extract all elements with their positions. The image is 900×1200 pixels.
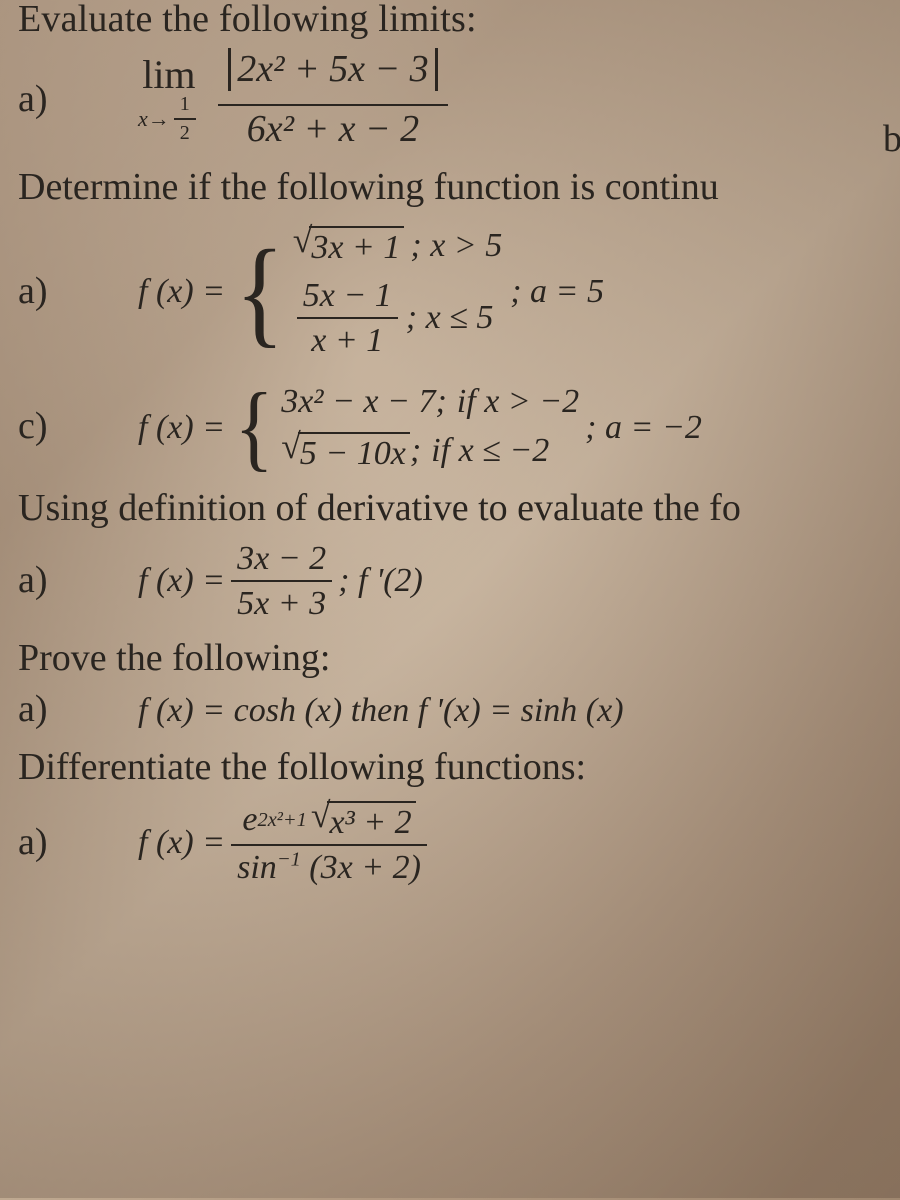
brace-c: { (235, 390, 274, 465)
frac-3x2-den: 5x + 3 (231, 584, 332, 623)
heading-continuity: Determine if the following function is c… (18, 166, 882, 210)
cases-a: √ 3x + 1 ; x > 5 5x − 1 x + 1 ; x ≤ 5 (293, 223, 503, 359)
problem-continuity-a: a) f (x) = { √ 3x + 1 ; x > 5 5x − 1 (18, 223, 882, 359)
sin-sup: −1 (277, 849, 301, 871)
sin-arg: (3x + 2) (309, 849, 421, 886)
fprime2: ; f '(2) (338, 561, 423, 600)
piecewise-a-expr: f (x) = { √ 3x + 1 ; x > 5 5x − 1 (138, 223, 882, 359)
heading-prove: Prove the following: (18, 637, 882, 681)
problem-continuity-c: c) f (x) = { 3x² − x − 7; if x > −2 √ 5 … (18, 382, 882, 473)
case-a1: √ 3x + 1 ; x > 5 (293, 223, 503, 267)
lim-sub-den: 2 (174, 122, 196, 145)
lim-sub-prefix: x→ (138, 106, 170, 131)
diff-expr: f (x) = e2x²+1 √ x³ + 2 sin−1 (3x + 2) (138, 798, 882, 887)
frac-5x1-den: x + 1 (305, 321, 389, 360)
label-c: c) (18, 405, 138, 449)
lim-symbol: lim x→ 1 2 (138, 55, 200, 145)
case-c1-cond: if x > −2 (457, 382, 579, 421)
lim-sub-num: 1 (174, 93, 196, 116)
case-c2: √ 5 − 10x ; if x ≤ −2 (281, 429, 579, 473)
case-a2: 5x − 1 x + 1 ; x ≤ 5 (293, 276, 503, 360)
fx-lhs-a: f (x) = (138, 272, 225, 311)
frac-5x1: 5x − 1 x + 1 (297, 276, 398, 360)
fx-lhs-3: f (x) = (138, 561, 225, 600)
cropped-label-b: b (883, 118, 900, 162)
piecewise-c: { 3x² − x − 7; if x > −2 √ 5 − 10x ; if … (225, 382, 579, 473)
limit-numerator: 2x² + 5x − 3 (218, 48, 447, 102)
then-word: then (351, 692, 410, 729)
fx-lhs-5: f (x) = (138, 823, 225, 862)
case-c2-cond: if x ≤ −2 (431, 431, 549, 470)
a-eq-5: ; a = 5 (510, 272, 604, 311)
heading-derivative-def: Using definition of derivative to evalua… (18, 487, 882, 531)
diff-num: e2x²+1 √ x³ + 2 (236, 798, 421, 842)
abs-inner: 2x² + 5x − 3 (235, 48, 430, 92)
fx-lhs-c: f (x) = (138, 408, 225, 447)
cosh-part: f (x) = cosh (x) (138, 692, 351, 729)
case-c2-semi: ; (410, 431, 421, 470)
diff-den: sin−1 (3x + 2) (231, 848, 427, 887)
sqrt-5-10x-inner: 5 − 10x (298, 432, 410, 473)
deriv-expr: f (x) = 3x − 2 5x + 3 ; f '(2) (138, 539, 882, 623)
lim-sub-frac: 1 2 (174, 93, 196, 145)
sqrt-x3: √ x³ + 2 (311, 798, 416, 842)
heading-differentiate: Differentiate the following functions: (18, 746, 882, 790)
label-a-4: a) (18, 688, 138, 732)
case-c1-poly: 3x² − x − 7; (281, 382, 447, 421)
label-a-2: a) (18, 270, 138, 314)
cases-c: 3x² − x − 7; if x > −2 √ 5 − 10x ; if x … (281, 382, 579, 473)
a-eq-neg2: ; a = −2 (585, 408, 702, 447)
frac-5x1-num: 5x − 1 (297, 276, 398, 315)
label-a-5: a) (18, 821, 138, 865)
sin-word: sin (237, 849, 277, 886)
heading-evaluate-limits: Evaluate the following limits: (18, 0, 882, 42)
abs-bars: 2x² + 5x − 3 (224, 48, 441, 92)
problem-prove-a: a) f (x) = cosh (x) then f '(x) = sinh (… (18, 688, 882, 732)
frac-3x2-num: 3x − 2 (231, 539, 332, 578)
problem-deriv-a: a) f (x) = 3x − 2 5x + 3 ; f '(2) (18, 539, 882, 623)
problem-limit-a: a) lim x→ 1 2 2x² + 5x − 3 (18, 48, 882, 152)
piecewise-c-expr: f (x) = { 3x² − x − 7; if x > −2 √ 5 − 1… (138, 382, 882, 473)
limit-fraction: 2x² + 5x − 3 6x² + x − 2 (218, 48, 447, 152)
lim-word: lim (142, 55, 195, 95)
sinh-part: f '(x) = sinh (x) (418, 692, 624, 729)
prove-expr: f (x) = cosh (x) then f '(x) = sinh (x) (138, 691, 882, 730)
lim-sub: x→ 1 2 (138, 93, 200, 145)
sqrt-3x1: √ 3x + 1 (293, 223, 405, 267)
sqrt-3x1-inner: 3x + 1 (309, 226, 404, 267)
page: Evaluate the following limits: a) lim x→… (0, 0, 900, 897)
label-a: a) (18, 78, 138, 122)
case-a1-cond: ; x > 5 (410, 226, 502, 265)
sqrt-5-10x: √ 5 − 10x (281, 429, 410, 473)
brace-a: { (235, 245, 284, 339)
diff-frac: e2x²+1 √ x³ + 2 sin−1 (3x + 2) (231, 798, 427, 887)
piecewise-a: { √ 3x + 1 ; x > 5 5x − 1 x + 1 (225, 223, 502, 359)
case-a2-cond: ; x ≤ 5 (406, 298, 494, 337)
problem-diff-a: a) f (x) = e2x²+1 √ x³ + 2 sin−1 (3x + 2… (18, 798, 882, 887)
limit-denominator: 6x² + x − 2 (241, 108, 425, 152)
case-c1: 3x² − x − 7; if x > −2 (281, 382, 579, 421)
frac-3x2: 3x − 2 5x + 3 (231, 539, 332, 623)
e-base: e (242, 800, 257, 839)
sqrt-x3-inner: x³ + 2 (327, 801, 415, 842)
label-a-3: a) (18, 559, 138, 603)
limit-expression: lim x→ 1 2 2x² + 5x − 3 6x² + (138, 48, 882, 152)
